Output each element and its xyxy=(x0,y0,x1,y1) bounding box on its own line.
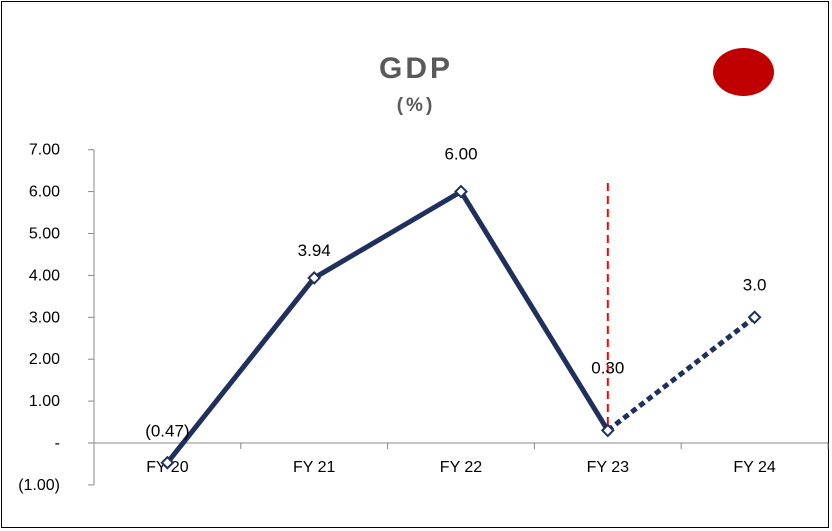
x-tick-label: FY 22 xyxy=(440,459,483,476)
x-tick-label: FY 21 xyxy=(293,459,336,476)
data-point-marker xyxy=(747,310,762,325)
x-tick-label: FY 23 xyxy=(587,459,630,476)
chart-subtitle: (%) xyxy=(396,95,436,116)
red-circle-marker xyxy=(713,48,774,96)
data-label: 3.0 xyxy=(743,275,767,294)
y-tick-label: 3.00 xyxy=(29,309,60,326)
data-point-marker xyxy=(307,270,322,285)
y-tick-label: 7.00 xyxy=(29,142,60,159)
data-point-marker xyxy=(160,455,175,470)
data-point-marker xyxy=(454,184,468,199)
data-label: (0.47) xyxy=(145,422,189,441)
y-tick-label: 4.00 xyxy=(29,267,60,284)
y-tick-label: (1.00) xyxy=(18,477,60,494)
y-tick-label: 2.00 xyxy=(29,351,60,368)
y-tick-label: 1.00 xyxy=(29,393,60,410)
data-point-marker xyxy=(600,423,615,438)
gdp-projected-line xyxy=(606,315,757,433)
y-tick-label: 6.00 xyxy=(29,184,60,201)
chart-title: GDP xyxy=(378,52,453,85)
gdp-actual-line xyxy=(165,189,610,465)
data-label: 3.94 xyxy=(298,241,331,260)
y-tick-label: 5.00 xyxy=(29,226,60,243)
data-label: 0.30 xyxy=(591,358,624,377)
x-tick-label: FY 24 xyxy=(733,459,776,476)
y-tick-label: - xyxy=(55,435,60,452)
data-label: 6.00 xyxy=(444,145,477,164)
